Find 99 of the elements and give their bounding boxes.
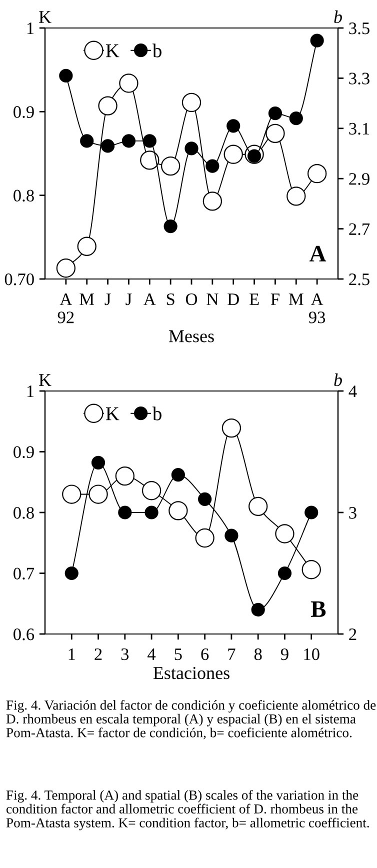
point xyxy=(224,144,243,164)
point xyxy=(226,119,240,133)
point xyxy=(164,219,178,234)
point xyxy=(184,142,198,156)
y-tick-label: 0.9 xyxy=(14,106,34,118)
x-tick-label: E xyxy=(249,294,259,305)
y-tick-label: 1 xyxy=(27,22,34,34)
y2-tick-label: 3.1 xyxy=(349,122,370,135)
point xyxy=(144,506,158,520)
point xyxy=(307,164,327,184)
point xyxy=(266,124,285,144)
y-tick-label: 0.9 xyxy=(14,446,34,458)
point xyxy=(118,506,132,520)
x-tick-label: 4 xyxy=(148,648,156,660)
y-axis-title: K xyxy=(39,374,52,386)
point xyxy=(122,134,136,148)
x-axis-title: Meses xyxy=(168,330,214,342)
point xyxy=(142,134,156,148)
y-axis-title: K xyxy=(39,11,52,23)
point xyxy=(278,566,292,580)
point xyxy=(248,496,268,516)
point xyxy=(195,528,214,548)
y2-tick-label: 3 xyxy=(349,507,356,519)
x-tick-label: A 93 xyxy=(308,293,326,324)
x-tick-label: 9 xyxy=(280,648,288,660)
point xyxy=(275,524,294,544)
x-tick-label: D xyxy=(228,294,239,305)
point xyxy=(268,106,282,120)
x-axis-title: Estaciones xyxy=(153,666,230,680)
x-tick-label: M xyxy=(288,294,304,305)
y2-tick-label: 2.9 xyxy=(349,173,370,185)
y2-axis-title: b xyxy=(334,373,342,386)
point xyxy=(182,92,202,112)
point xyxy=(80,134,94,148)
point xyxy=(286,186,306,206)
x-tick-label: N xyxy=(206,294,218,305)
point xyxy=(198,492,212,506)
annotation: A xyxy=(309,246,326,262)
point xyxy=(64,566,78,580)
point xyxy=(91,456,106,470)
caption: Fig. 4. Temporal (A) and spatial (B) scales of the variation in the condition factor and allometric coefficient of D. rhombeus in the Pom-Atasta system. K= condition factor, b= allometric coefficient. xyxy=(6,790,369,830)
point xyxy=(100,139,115,153)
point xyxy=(171,468,185,482)
y-tick-label: 0.70 xyxy=(4,273,34,286)
x-tick-label: M xyxy=(80,294,94,305)
y2-tick-label: 2 xyxy=(349,628,356,640)
point xyxy=(251,602,265,617)
point xyxy=(142,481,162,500)
y-tick-label: 1 xyxy=(27,386,34,398)
x-tick-label: F xyxy=(270,294,280,305)
point xyxy=(88,484,108,504)
y-tick-label: 0.6 xyxy=(14,628,34,640)
x-tick-label: 7 xyxy=(228,648,236,660)
point xyxy=(115,466,134,486)
x-tick-label: 1 xyxy=(68,648,75,660)
point xyxy=(206,159,220,173)
y2-tick-label: 4 xyxy=(348,386,357,398)
annotation: B xyxy=(310,601,326,617)
x-tick-label: 2 xyxy=(94,648,102,660)
point xyxy=(222,418,242,438)
point xyxy=(224,528,238,542)
legend-label: K xyxy=(106,407,120,420)
legend-label: K xyxy=(106,44,120,58)
point xyxy=(119,74,138,93)
point xyxy=(160,156,180,176)
point xyxy=(140,150,160,170)
point xyxy=(304,506,318,520)
y2-tick-label: 3.5 xyxy=(349,22,370,34)
x-tick-label: S xyxy=(166,293,174,306)
x-tick-label: 8 xyxy=(254,648,262,660)
y-tick-label: 0.7 xyxy=(14,568,34,580)
x-tick-label: J xyxy=(126,294,132,306)
point xyxy=(98,96,118,116)
legend-label: b xyxy=(152,44,162,58)
point xyxy=(202,192,222,211)
x-tick-label: O xyxy=(186,293,198,306)
x-tick-label: 5 xyxy=(174,648,182,660)
point xyxy=(59,68,73,82)
x-tick-label: 6 xyxy=(201,648,209,660)
point xyxy=(168,501,188,520)
point xyxy=(77,236,96,256)
x-tick-label: A xyxy=(144,293,156,305)
point xyxy=(62,484,82,504)
x-tick-label: 3 xyxy=(121,648,129,660)
caption: Fig. 4. Variación del factor de condición y coeficiente alométrico de D. rhombeus en escala temporal (A) y espacial (B) en el sistema Pom-Atasta. K= factor de condición, b= coeficiente alométrico. xyxy=(6,700,376,740)
y2-tick-label: 2.5 xyxy=(349,274,370,286)
y-tick-label: 0.8 xyxy=(14,190,34,202)
x-tick-label: J xyxy=(104,294,111,306)
y-tick-label: 0.8 xyxy=(14,506,34,519)
y2-axis-title: b xyxy=(334,10,342,24)
point xyxy=(289,112,303,126)
point xyxy=(56,258,76,278)
x-tick-label: 10 xyxy=(304,648,320,660)
legend-label: b xyxy=(152,406,162,420)
y2-tick-label: 3.3 xyxy=(349,72,370,84)
y2-tick-label: 2.7 xyxy=(349,223,370,236)
x-tick-label: A 92 xyxy=(58,293,74,324)
point xyxy=(302,560,321,580)
point xyxy=(310,34,324,48)
